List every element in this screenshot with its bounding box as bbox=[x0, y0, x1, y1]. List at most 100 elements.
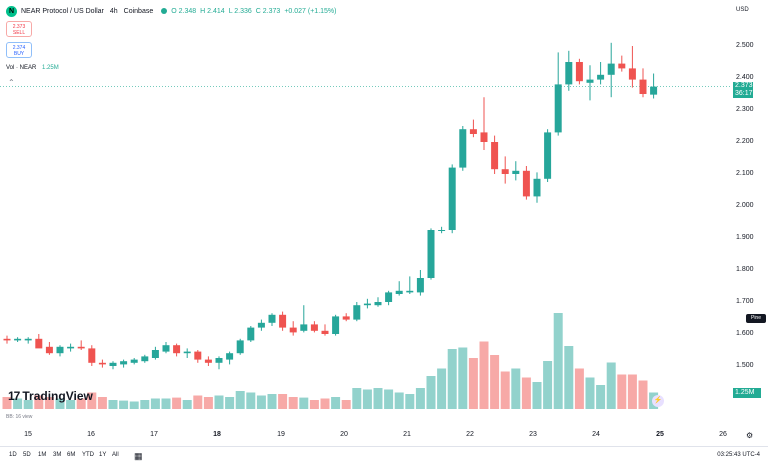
candle-body bbox=[650, 86, 658, 95]
volume-bar bbox=[129, 401, 139, 409]
range-button-ytd[interactable]: YTD bbox=[82, 452, 94, 458]
settings-gear-icon[interactable]: ⚙ bbox=[746, 431, 754, 440]
volume-bar bbox=[66, 400, 76, 409]
volume-bar bbox=[172, 397, 182, 409]
time-axis-label: 15 bbox=[24, 431, 32, 438]
time-axis-label: 20 bbox=[340, 431, 348, 438]
candle-body bbox=[395, 290, 403, 294]
candle-body bbox=[226, 353, 234, 360]
volume-bar bbox=[44, 397, 54, 409]
bar-countdown: 36:17 bbox=[735, 90, 753, 97]
volume-bar bbox=[214, 395, 224, 409]
time-axis-label: 26 bbox=[719, 431, 727, 438]
range-button-5d[interactable]: 5D bbox=[23, 452, 31, 458]
volume-legend[interactable]: Vol · NEAR 1.25M bbox=[6, 65, 59, 71]
currency-label[interactable]: USD bbox=[736, 7, 749, 13]
range-button-6m[interactable]: 6M bbox=[67, 452, 76, 458]
ohlc-open: O 2.348 bbox=[171, 7, 197, 15]
time-axis-label: 19 bbox=[277, 431, 285, 438]
price-chart[interactable] bbox=[0, 0, 732, 428]
candle-body bbox=[607, 63, 615, 75]
volume-bar bbox=[394, 392, 404, 409]
candle-body bbox=[183, 351, 191, 354]
price-axis-label: 2.100 bbox=[736, 170, 754, 177]
buy-label: BUY bbox=[13, 51, 25, 57]
market-status-icon bbox=[161, 8, 168, 14]
ohlc-change: +0.027 (+1.15%) bbox=[284, 7, 337, 15]
symbol-name[interactable]: NEAR Protocol / US Dollar bbox=[21, 7, 104, 15]
pine-badge[interactable]: Pine bbox=[746, 314, 766, 323]
candle-body bbox=[480, 132, 488, 142]
volume-bar bbox=[479, 341, 489, 409]
collapse-legend-icon[interactable]: ⌃ bbox=[8, 78, 15, 87]
range-button-1m[interactable]: 1M bbox=[38, 452, 47, 458]
volume-bar bbox=[299, 397, 309, 409]
time-axis[interactable]: 15 16 17 18 19 20 21 22 23 24 25 26 bbox=[0, 428, 730, 444]
candle-body bbox=[597, 74, 605, 80]
assistant-badge-icon[interactable]: ⚡ bbox=[652, 395, 664, 407]
volume-bar bbox=[225, 397, 235, 409]
calendar-icon[interactable]: ▦ bbox=[134, 451, 143, 461]
volume-bar bbox=[384, 389, 394, 409]
range-button-all[interactable]: All bbox=[112, 452, 119, 458]
candle-body bbox=[342, 316, 350, 320]
candle-body bbox=[565, 62, 573, 85]
candle-body bbox=[628, 68, 636, 80]
volume-bar bbox=[193, 395, 203, 409]
price-axis-label: 2.000 bbox=[736, 202, 754, 209]
volume-bar bbox=[437, 368, 447, 409]
range-button-3m[interactable]: 3M bbox=[53, 452, 62, 458]
indicator-label[interactable]: BB: 16 view bbox=[6, 414, 33, 420]
candle-body bbox=[385, 292, 393, 302]
volume-bar bbox=[119, 400, 129, 409]
range-button-1y[interactable]: 1Y bbox=[99, 452, 107, 458]
volume-bar bbox=[468, 358, 478, 409]
volume-bar bbox=[617, 374, 627, 409]
buy-button[interactable]: 2.374 BUY bbox=[6, 42, 32, 58]
volume-bar bbox=[341, 400, 351, 409]
candle-body bbox=[141, 356, 149, 362]
tradingview-logo[interactable]: 17 TradingView bbox=[8, 389, 93, 403]
candle-body bbox=[215, 358, 223, 363]
price-axis-label: 1.600 bbox=[736, 330, 754, 337]
volume-bar bbox=[638, 380, 648, 409]
volume-bar bbox=[235, 391, 245, 409]
buy-price: 2.374 bbox=[12, 45, 26, 51]
volume-bar bbox=[362, 389, 372, 409]
candle-body bbox=[279, 314, 287, 328]
volume-bar bbox=[13, 398, 23, 409]
price-axis[interactable]: 2.500 2.400 2.300 2.200 2.100 2.000 1.900 1.800… bbox=[736, 0, 768, 430]
volume-bar bbox=[23, 400, 33, 409]
volume-bar bbox=[373, 388, 383, 409]
candle-body bbox=[427, 230, 435, 278]
price-axis-label: 2.200 bbox=[736, 138, 754, 145]
candle-body bbox=[406, 290, 414, 293]
current-price-value: 2.373 bbox=[735, 82, 753, 89]
candle-body bbox=[310, 324, 318, 331]
candle-body bbox=[67, 346, 75, 349]
volume-bar bbox=[87, 392, 97, 409]
candle-body bbox=[512, 170, 520, 174]
time-axis-label: 22 bbox=[466, 431, 474, 438]
candle-body bbox=[501, 169, 509, 174]
sell-label: SELL bbox=[12, 30, 26, 36]
clock-display[interactable]: 03:25:43 UTC-4 bbox=[717, 452, 760, 458]
candle-body bbox=[3, 338, 11, 341]
current-price-label: 2.373 36:17 bbox=[733, 82, 753, 98]
time-axis-label: 17 bbox=[150, 431, 158, 438]
candle-body bbox=[321, 330, 329, 334]
sell-button[interactable]: 2.373 SELL bbox=[6, 21, 32, 37]
volume-bar bbox=[606, 362, 616, 409]
volume-bar bbox=[161, 398, 171, 409]
candle-body bbox=[363, 303, 371, 306]
candle-body bbox=[204, 359, 212, 363]
candle-body bbox=[151, 350, 159, 358]
candle-body bbox=[56, 346, 64, 354]
volume-bar bbox=[553, 313, 563, 409]
ohlc-close: C 2.373 bbox=[255, 7, 281, 15]
range-button-1d[interactable]: 1D bbox=[9, 452, 17, 458]
candle-body bbox=[24, 338, 32, 341]
ohlc-low: L 2.336 bbox=[228, 7, 252, 15]
price-axis-label: 1.900 bbox=[736, 234, 754, 241]
interval-label[interactable]: 4h bbox=[109, 7, 118, 15]
